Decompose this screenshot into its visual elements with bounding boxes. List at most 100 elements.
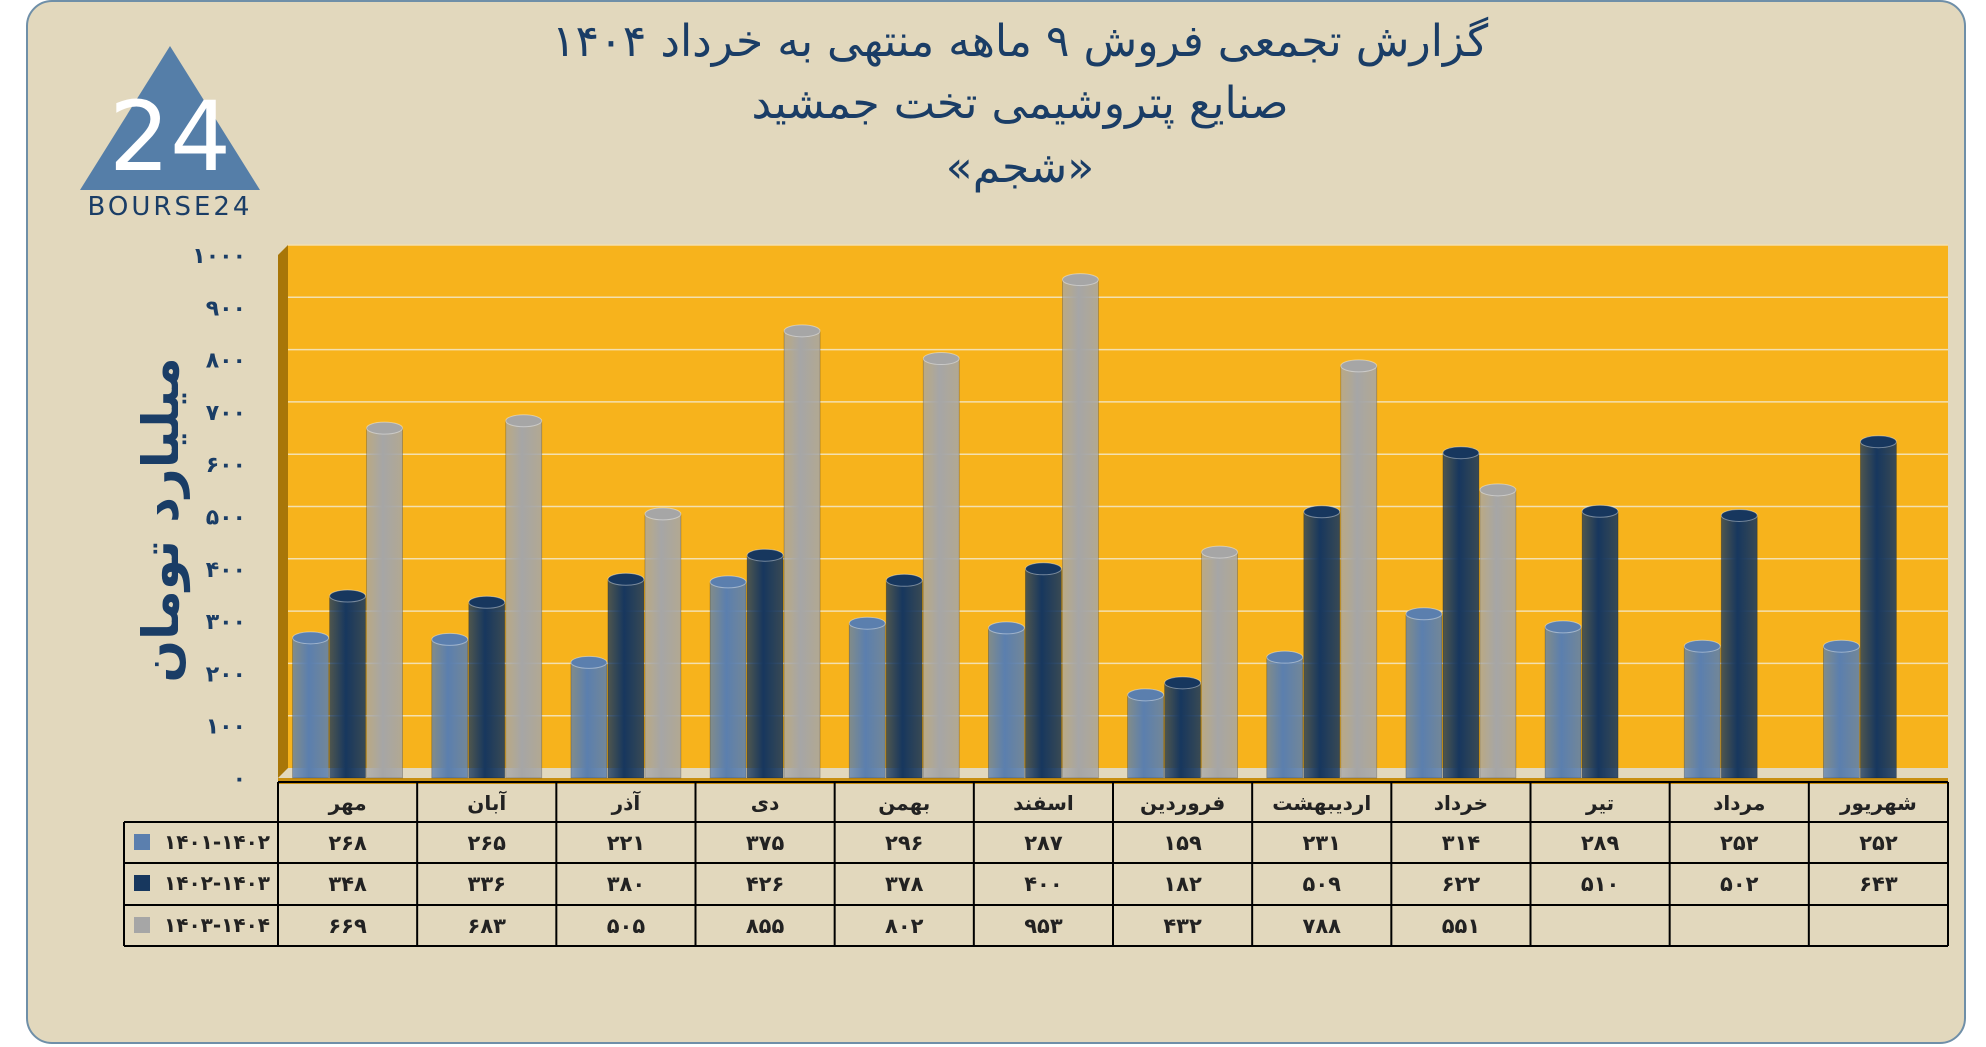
bar-cap bbox=[1266, 650, 1304, 664]
bar bbox=[746, 554, 784, 779]
bar-cap bbox=[1683, 639, 1721, 653]
bar-cap bbox=[292, 631, 330, 645]
bar bbox=[1266, 656, 1304, 779]
bar bbox=[1860, 441, 1897, 779]
bar-cap bbox=[885, 573, 923, 587]
data-label: ۳۷۵ bbox=[746, 831, 785, 855]
y-axis-label: میلیارد تومان bbox=[132, 357, 191, 682]
bar-cap bbox=[468, 595, 506, 609]
bar-cap bbox=[1405, 607, 1443, 621]
triangle-logo-icon: 24 bbox=[80, 46, 260, 193]
bar bbox=[709, 581, 747, 779]
data-label: ۲۶۵ bbox=[468, 831, 507, 855]
bar bbox=[1201, 551, 1238, 779]
x-tick-label: آبان bbox=[467, 790, 507, 815]
bar bbox=[329, 595, 366, 779]
bar bbox=[1164, 682, 1201, 779]
plot-side-wall bbox=[278, 245, 288, 778]
data-label: ۲۹۶ bbox=[885, 831, 923, 855]
bar bbox=[1062, 279, 1099, 779]
bar bbox=[922, 358, 960, 779]
bar-cap bbox=[1201, 545, 1239, 559]
bar-cap bbox=[848, 616, 886, 630]
bar bbox=[468, 601, 506, 779]
data-label: ۳۷۸ bbox=[885, 872, 924, 896]
y-tick-label: ۸۰۰ bbox=[206, 349, 246, 374]
bar-cap bbox=[1061, 273, 1099, 287]
x-tick-label: خرداد bbox=[1434, 791, 1488, 815]
bar-cap bbox=[1024, 562, 1062, 576]
data-label: ۶۶۹ bbox=[328, 914, 367, 938]
bar-cap bbox=[1859, 435, 1897, 449]
bar bbox=[1127, 694, 1164, 779]
data-label: ۹۵۳ bbox=[1024, 914, 1063, 938]
bar bbox=[848, 622, 886, 779]
x-tick-label: مرداد bbox=[1713, 791, 1765, 815]
data-label: ۳۱۴ bbox=[1442, 831, 1481, 855]
bar bbox=[644, 513, 682, 779]
data-label: ۳۸۰ bbox=[607, 872, 645, 896]
x-tick-label: اردیبهشت bbox=[1272, 791, 1371, 815]
bar-cap bbox=[922, 352, 960, 366]
legend-label: ۱۴۰۲-۱۴۰۳ bbox=[164, 871, 270, 895]
data-label: ۷۸۸ bbox=[1303, 914, 1342, 938]
bar-cap bbox=[505, 414, 543, 428]
data-label: ۵۱۰ bbox=[1581, 872, 1619, 896]
data-label: ۸۵۵ bbox=[746, 914, 785, 938]
y-tick-label: ۱۰۰ bbox=[206, 715, 246, 740]
bar bbox=[431, 639, 469, 779]
data-label: ۸۰۲ bbox=[885, 914, 924, 938]
y-tick-label: ۴۰۰ bbox=[206, 558, 246, 583]
bar bbox=[1544, 626, 1582, 779]
bar-cap bbox=[644, 507, 682, 521]
data-label: ۵۵۱ bbox=[1442, 914, 1480, 938]
bar bbox=[1823, 645, 1860, 779]
legend-label: ۱۴۰۱-۱۴۰۲ bbox=[164, 830, 270, 854]
data-label: ۲۵۲ bbox=[1859, 831, 1898, 855]
bar bbox=[1442, 452, 1480, 779]
bar bbox=[988, 627, 1025, 779]
x-tick-label: آذر bbox=[611, 790, 642, 815]
y-tick-label: ۵۰۰ bbox=[206, 506, 246, 531]
y-tick-label: ۱۰۰۰ bbox=[192, 244, 246, 269]
bar bbox=[1025, 568, 1062, 779]
y-tick-label: ۰ bbox=[233, 767, 246, 792]
bar bbox=[570, 662, 608, 779]
bar-cap bbox=[366, 421, 404, 435]
bar-cap bbox=[1164, 676, 1202, 690]
bar-cap bbox=[1303, 505, 1341, 519]
y-tick-label: ۳۰۰ bbox=[206, 610, 246, 635]
x-tick-label: شهریور bbox=[1839, 791, 1917, 815]
legend-label: ۱۴۰۳-۱۴۰۴ bbox=[164, 913, 270, 937]
data-label: ۵۰۵ bbox=[607, 914, 646, 938]
x-tick-label: دی bbox=[751, 791, 780, 815]
data-label: ۶۴۳ bbox=[1859, 872, 1898, 896]
bar-cap bbox=[1720, 508, 1758, 522]
data-label: ۲۲۱ bbox=[607, 831, 645, 855]
y-tick-label: ۲۰۰ bbox=[206, 662, 246, 687]
y-tick-label: ۹۰۰ bbox=[206, 296, 246, 321]
bar-cap bbox=[570, 655, 608, 669]
y-tick-label: ۶۰۰ bbox=[206, 453, 246, 478]
bar bbox=[1720, 515, 1758, 779]
data-label: ۲۳۱ bbox=[1303, 831, 1341, 855]
x-tick-label: تیر bbox=[1585, 791, 1614, 815]
bar-cap bbox=[1127, 688, 1165, 702]
bar bbox=[1340, 365, 1378, 779]
bar-cap bbox=[1479, 483, 1517, 497]
data-label: ۶۲۲ bbox=[1442, 872, 1481, 896]
data-label: ۴۰۰ bbox=[1024, 872, 1062, 896]
bar-cap bbox=[987, 621, 1025, 635]
data-label: ۲۸۷ bbox=[1024, 831, 1063, 855]
bar-cap bbox=[1340, 359, 1378, 373]
data-label: ۳۳۶ bbox=[468, 872, 506, 896]
bar-cap bbox=[431, 632, 469, 646]
data-label: ۳۴۸ bbox=[328, 872, 367, 896]
logo-text: BOURSE24 bbox=[87, 192, 253, 222]
bar-cap bbox=[709, 575, 747, 589]
bar bbox=[1303, 511, 1341, 779]
x-tick-label: بهمن bbox=[878, 791, 930, 815]
data-label: ۶۸۳ bbox=[468, 914, 507, 938]
bar bbox=[1683, 645, 1721, 779]
